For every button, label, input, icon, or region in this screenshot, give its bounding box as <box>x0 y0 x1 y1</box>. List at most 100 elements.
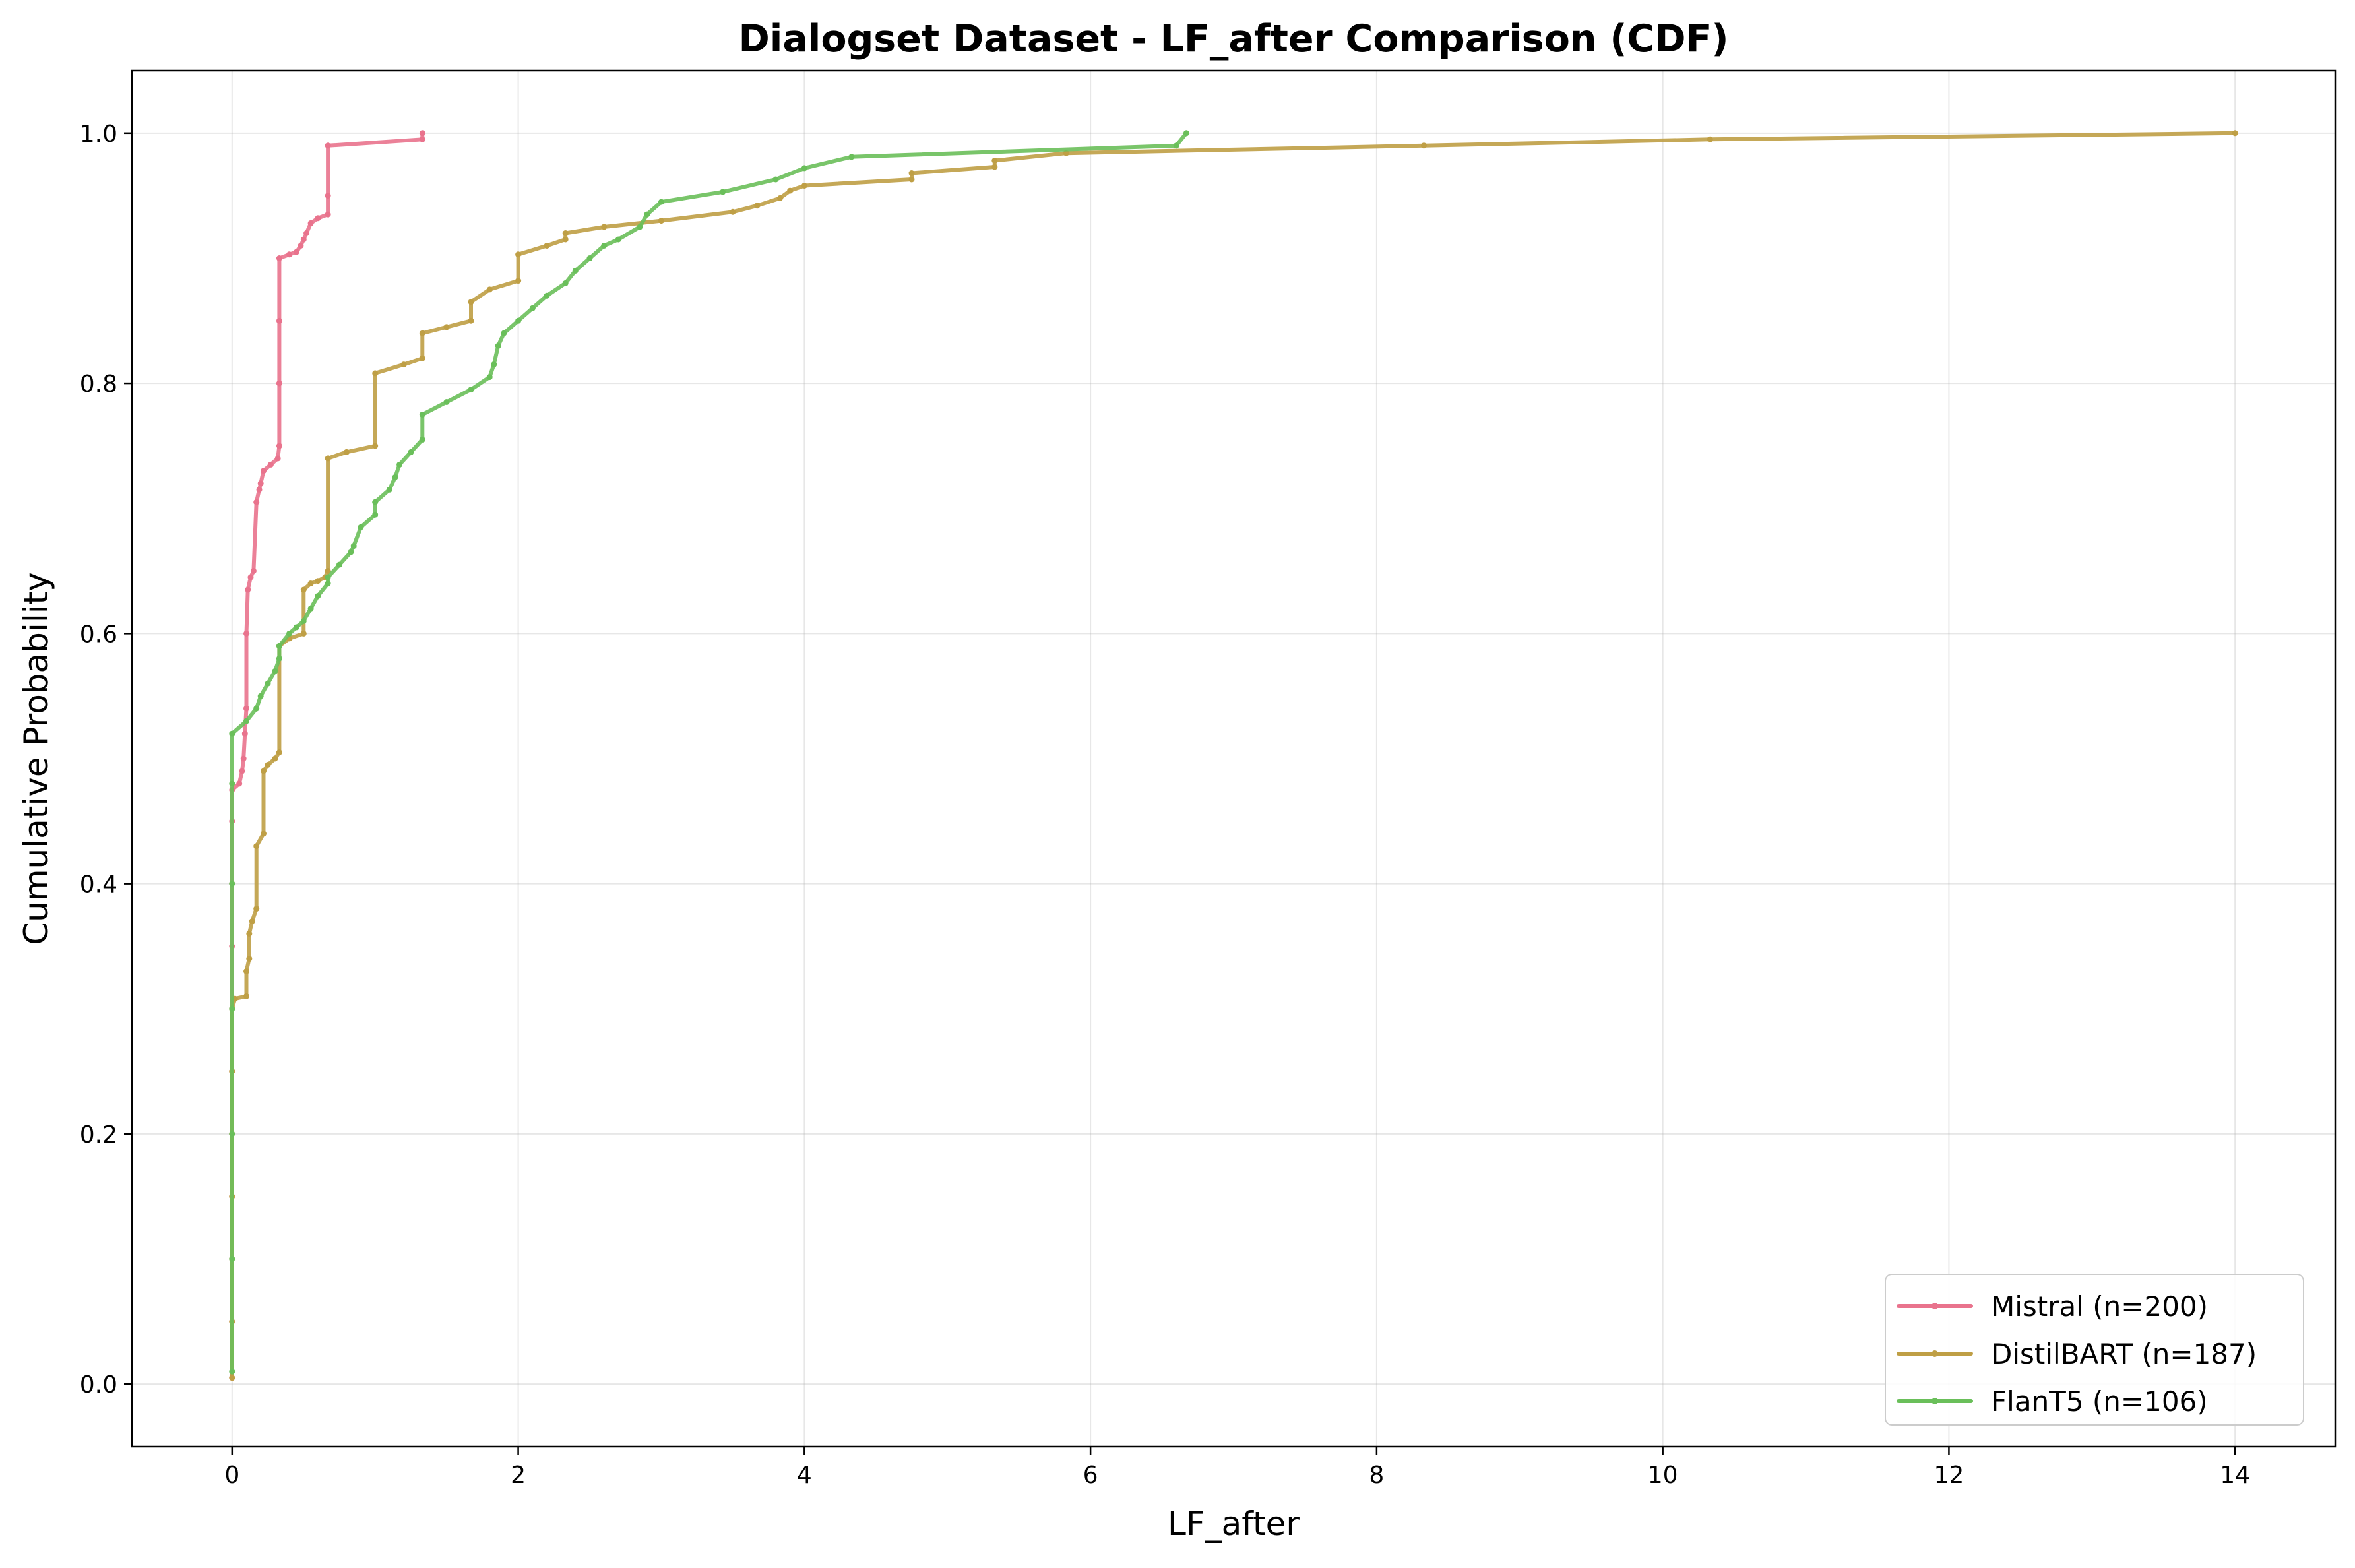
y-tick-label: 1.0 <box>80 121 117 148</box>
data-point <box>908 170 915 176</box>
chart-title: Dialogset Dataset - LF_after Comparison … <box>738 17 1728 61</box>
data-point <box>267 461 274 468</box>
data-point <box>443 399 450 405</box>
x-tick-label: 0 <box>224 1462 239 1489</box>
data-point <box>300 586 307 593</box>
data-point <box>246 931 253 937</box>
data-point <box>265 680 271 687</box>
y-tick-label: 0.8 <box>80 371 117 398</box>
x-axis-label: LF_after <box>1168 1505 1300 1543</box>
legend-marker <box>1931 1350 1938 1357</box>
data-point <box>372 499 379 505</box>
data-point <box>240 755 247 762</box>
data-point <box>249 918 255 924</box>
data-point <box>253 499 260 505</box>
data-point <box>615 236 621 243</box>
data-point <box>298 243 304 249</box>
x-tick-label: 8 <box>1369 1462 1384 1489</box>
data-point <box>241 730 248 737</box>
data-point <box>250 568 257 574</box>
data-point <box>272 668 278 674</box>
data-point <box>419 355 425 361</box>
data-point <box>253 705 260 712</box>
data-point <box>348 549 354 555</box>
data-point <box>247 574 254 580</box>
data-point <box>276 749 282 755</box>
data-point <box>336 561 342 568</box>
data-point <box>562 236 569 243</box>
data-point <box>256 486 263 493</box>
data-point <box>229 881 236 887</box>
legend-marker <box>1931 1398 1938 1404</box>
data-point <box>243 993 249 999</box>
y-tick-label: 0.0 <box>80 1371 117 1398</box>
data-point <box>229 730 236 737</box>
x-tick-label: 6 <box>1083 1462 1098 1489</box>
data-point <box>325 142 331 149</box>
data-point <box>392 474 398 480</box>
data-point <box>501 330 507 336</box>
y-tick-label: 0.4 <box>80 871 117 898</box>
data-point <box>293 624 299 631</box>
x-tick-label: 4 <box>797 1462 812 1489</box>
legend-label: Mistral (n=200) <box>1991 1290 2208 1323</box>
data-point <box>408 449 414 455</box>
data-point <box>307 220 314 226</box>
data-point <box>276 317 282 324</box>
data-point <box>325 455 331 462</box>
data-point <box>229 780 236 787</box>
data-point <box>286 251 293 258</box>
data-point <box>443 324 450 330</box>
x-tick-label: 2 <box>511 1462 526 1489</box>
data-point <box>276 380 282 387</box>
data-point <box>544 292 550 299</box>
data-point <box>572 267 579 274</box>
data-point <box>787 187 794 194</box>
data-point <box>300 236 307 243</box>
data-point <box>515 278 522 284</box>
data-point <box>300 630 307 637</box>
data-point <box>529 305 536 311</box>
y-tick-label: 0.6 <box>80 621 117 648</box>
data-point <box>468 299 474 305</box>
data-point <box>315 593 321 599</box>
data-point <box>515 317 522 324</box>
data-point <box>315 215 321 222</box>
legend: Mistral (n=200) DistilBART (n=187) FlanT5 … <box>1885 1274 2304 1426</box>
data-point <box>243 968 249 974</box>
data-point <box>495 342 501 349</box>
data-point <box>325 580 331 586</box>
data-point <box>350 543 357 549</box>
data-point <box>644 211 650 218</box>
data-point <box>372 511 379 518</box>
data-point <box>372 443 379 449</box>
y-tick-label: 0.2 <box>80 1121 117 1148</box>
axis-ticks: 0 2 4 6 8 10 12 14 0.0 0.2 0.4 0.6 0.8 1.0 <box>80 121 2250 1489</box>
data-point <box>257 693 264 699</box>
data-point <box>245 586 251 593</box>
data-point <box>253 843 260 850</box>
data-point <box>601 224 608 230</box>
data-point <box>239 768 245 774</box>
data-point <box>419 330 425 336</box>
data-point <box>276 443 282 449</box>
data-point <box>274 455 281 462</box>
legend-box <box>1885 1274 2304 1426</box>
data-point <box>754 203 761 209</box>
data-point <box>801 165 807 172</box>
data-point <box>229 1368 236 1375</box>
data-point <box>325 574 331 580</box>
data-point <box>908 176 915 183</box>
data-point <box>276 655 282 662</box>
data-point <box>246 955 253 962</box>
data-point <box>1173 142 1179 149</box>
legend-label: FlanT5 (n=106) <box>1991 1385 2208 1418</box>
data-point <box>562 230 569 236</box>
data-point <box>601 243 608 249</box>
x-tick-label: 14 <box>2220 1462 2250 1489</box>
data-point <box>307 580 314 586</box>
data-point <box>257 480 264 487</box>
plot-frame <box>131 69 2337 1448</box>
data-point <box>419 436 425 443</box>
data-point <box>419 412 425 418</box>
